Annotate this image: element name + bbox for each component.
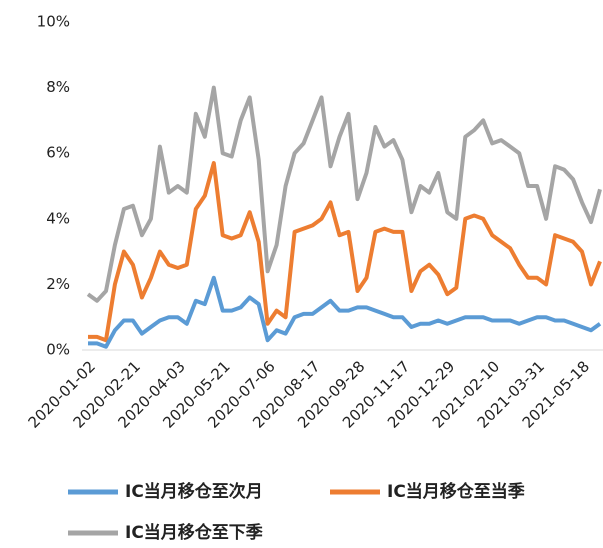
series-line bbox=[88, 275, 602, 349]
y-tick-label: 2% bbox=[46, 275, 70, 293]
y-tick-label: 10% bbox=[37, 13, 70, 31]
legend-label: IC当月移仓至当季 bbox=[387, 481, 525, 502]
series-line bbox=[86, 85, 602, 303]
y-tick-label: 0% bbox=[46, 341, 70, 359]
y-tick-label: 4% bbox=[46, 209, 70, 227]
legend-label: IC当月移仓至下季 bbox=[125, 522, 263, 543]
series-line bbox=[88, 161, 602, 343]
legend-label: IC当月移仓至次月 bbox=[125, 481, 263, 502]
y-tick-label: 8% bbox=[46, 78, 70, 96]
y-tick-label: 6% bbox=[46, 144, 70, 162]
